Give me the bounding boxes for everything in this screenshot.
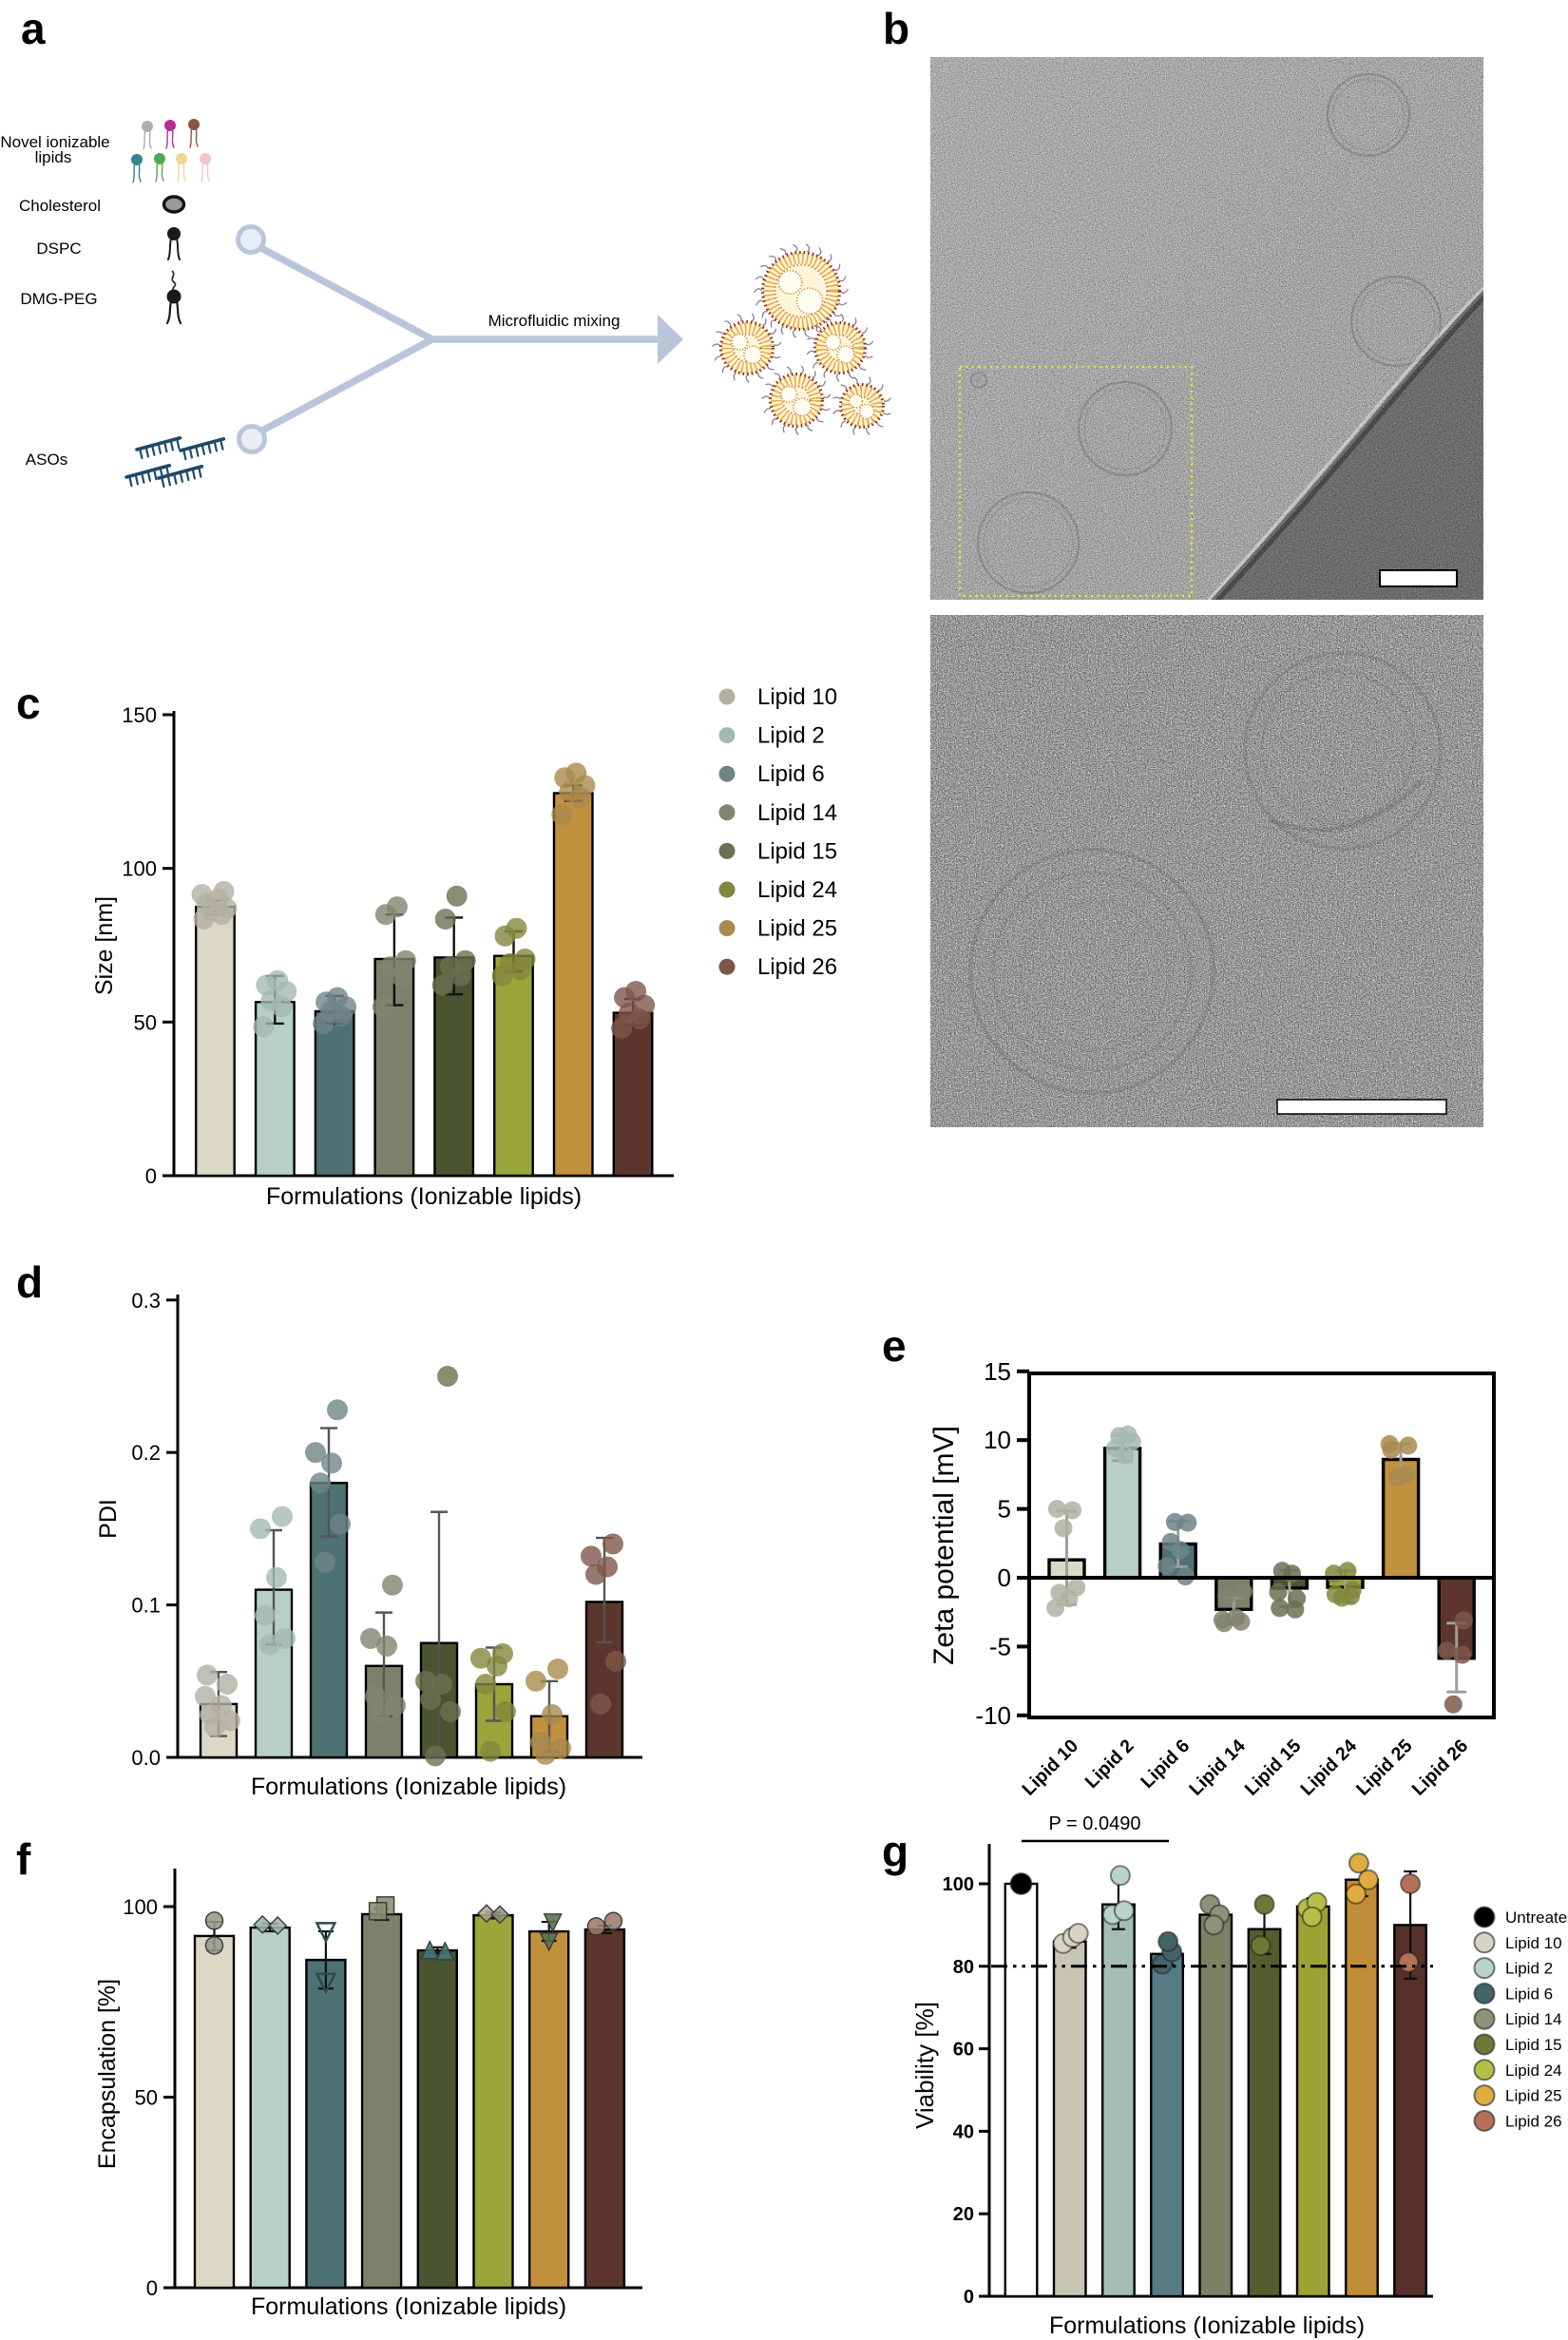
- svg-text:a: a: [21, 4, 46, 53]
- svg-text:0.0: 0.0: [131, 1746, 161, 1770]
- svg-text:0: 0: [145, 1164, 157, 1188]
- svg-text:50: 50: [135, 2086, 158, 2110]
- svg-text:20: 20: [953, 2204, 974, 2225]
- svg-text:5: 5: [998, 1495, 1011, 1524]
- svg-text:80: 80: [953, 1957, 974, 1978]
- svg-text:Lipid 15: Lipid 15: [757, 838, 837, 864]
- svg-text:50: 50: [134, 1010, 157, 1034]
- svg-text:Lipid 15: Lipid 15: [1505, 2036, 1562, 2054]
- svg-text:Formulations (Ionizable lipids: Formulations (Ionizable lipids): [1049, 2312, 1365, 2339]
- svg-text:Lipid 10: Lipid 10: [1505, 1934, 1562, 1952]
- svg-text:0.3: 0.3: [131, 1289, 161, 1313]
- svg-text:Formulations (Ionizable lipids: Formulations (Ionizable lipids): [251, 1774, 566, 1800]
- svg-text:DMG-PEG: DMG-PEG: [20, 290, 97, 308]
- svg-text:Untreated: Untreated: [1505, 1908, 1568, 1927]
- svg-text:DSPC: DSPC: [36, 240, 81, 258]
- svg-text:Lipid 25: Lipid 25: [757, 916, 837, 942]
- svg-text:40: 40: [953, 2121, 974, 2142]
- svg-text:0: 0: [964, 2287, 974, 2308]
- svg-text:Lipid 24: Lipid 24: [1296, 1736, 1361, 1800]
- svg-text:Novel ionizable: Novel ionizable: [0, 133, 109, 151]
- svg-text:Lipid 24: Lipid 24: [757, 877, 837, 903]
- svg-text:Lipid 10: Lipid 10: [1018, 1736, 1082, 1800]
- svg-text:15: 15: [984, 1357, 1011, 1386]
- svg-text:Lipid 2: Lipid 2: [757, 723, 825, 749]
- svg-text:Size [nm]: Size [nm]: [91, 896, 118, 995]
- svg-text:e: e: [882, 1321, 907, 1371]
- svg-text:d: d: [16, 1257, 43, 1307]
- svg-text:Lipid 14: Lipid 14: [1505, 2010, 1562, 2028]
- svg-text:0: 0: [146, 2276, 158, 2300]
- svg-text:Lipid 15: Lipid 15: [1241, 1736, 1306, 1800]
- svg-text:c: c: [16, 679, 41, 728]
- svg-text:0.1: 0.1: [131, 1594, 161, 1618]
- svg-text:P = 0.0490: P = 0.0490: [1049, 1813, 1141, 1834]
- svg-text:lipids: lipids: [35, 148, 72, 166]
- svg-text:100: 100: [943, 1874, 974, 1895]
- svg-text:Formulations (Ionizable lipids: Formulations (Ionizable lipids): [251, 2293, 566, 2320]
- svg-text:Zeta potential [mV]: Zeta potential [mV]: [928, 1426, 960, 1665]
- svg-text:Lipid 10: Lipid 10: [757, 684, 837, 710]
- svg-text:0: 0: [998, 1563, 1011, 1592]
- svg-text:Lipid 26: Lipid 26: [1408, 1736, 1473, 1800]
- svg-text:Lipid 6: Lipid 6: [757, 761, 825, 787]
- svg-text:Cholesterol: Cholesterol: [19, 197, 101, 215]
- svg-text:Lipid 26: Lipid 26: [1505, 2112, 1562, 2130]
- svg-text:ASOs: ASOs: [26, 451, 67, 469]
- svg-text:Viability [%]: Viability [%]: [910, 2002, 939, 2129]
- svg-text:b: b: [883, 4, 909, 53]
- svg-text:Encapsulation [%]: Encapsulation [%]: [94, 1979, 121, 2169]
- svg-text:10: 10: [984, 1426, 1011, 1454]
- svg-text:Lipid 26: Lipid 26: [757, 954, 837, 980]
- svg-text:100: 100: [123, 1895, 158, 1919]
- svg-text:-5: -5: [989, 1632, 1011, 1660]
- svg-text:-10: -10: [975, 1701, 1011, 1730]
- svg-text:Lipid 2: Lipid 2: [1505, 1960, 1553, 1978]
- svg-text:PDI: PDI: [95, 1499, 122, 1539]
- svg-text:g: g: [882, 1827, 908, 1876]
- svg-text:Lipid 14: Lipid 14: [757, 800, 837, 826]
- svg-text:Lipid 2: Lipid 2: [1081, 1736, 1138, 1793]
- svg-text:Lipid 6: Lipid 6: [1505, 1985, 1553, 2003]
- svg-text:Lipid 25: Lipid 25: [1505, 2087, 1562, 2105]
- svg-text:150: 150: [122, 703, 157, 727]
- svg-text:60: 60: [953, 2040, 974, 2061]
- svg-text:Lipid 14: Lipid 14: [1185, 1736, 1250, 1800]
- svg-text:Microfluidic mixing: Microfluidic mixing: [488, 312, 621, 330]
- svg-text:Formulations (Ionizable lipids: Formulations (Ionizable lipids): [266, 1183, 582, 1210]
- svg-text:Lipid 25: Lipid 25: [1352, 1736, 1417, 1800]
- svg-text:Lipid 24: Lipid 24: [1505, 2062, 1562, 2080]
- svg-text:0.2: 0.2: [131, 1441, 161, 1465]
- svg-text:100: 100: [122, 857, 157, 881]
- svg-text:f: f: [16, 1834, 31, 1884]
